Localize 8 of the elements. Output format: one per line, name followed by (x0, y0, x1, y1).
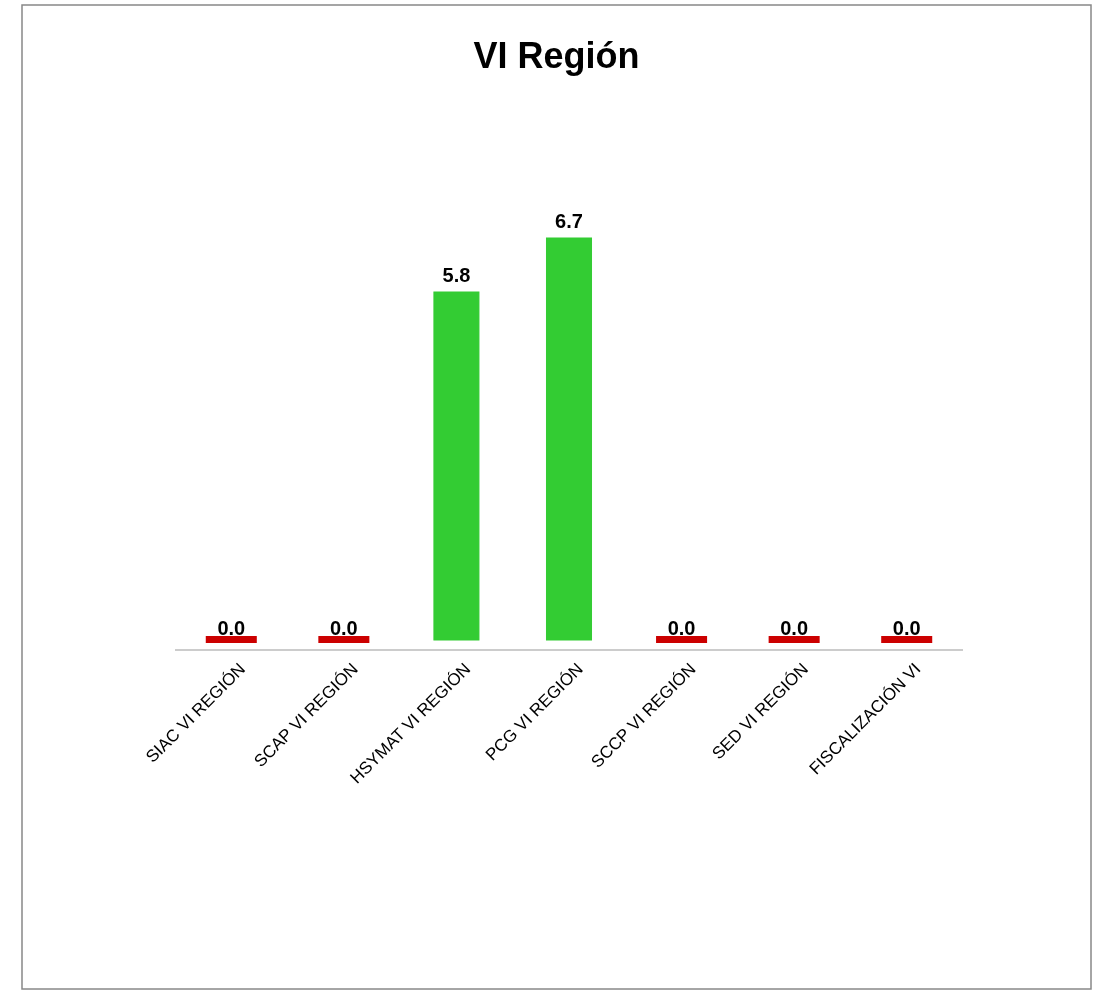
data-label: 6.7 (555, 210, 583, 232)
data-label: 5.8 (442, 264, 471, 286)
chart-title: VI Región (473, 35, 640, 76)
data-label: 0.0 (329, 617, 358, 639)
data-label: 0.0 (892, 617, 921, 639)
data-label: 0.0 (217, 617, 246, 639)
data-label: 0.0 (780, 617, 809, 639)
data-label: 0.0 (667, 617, 696, 639)
